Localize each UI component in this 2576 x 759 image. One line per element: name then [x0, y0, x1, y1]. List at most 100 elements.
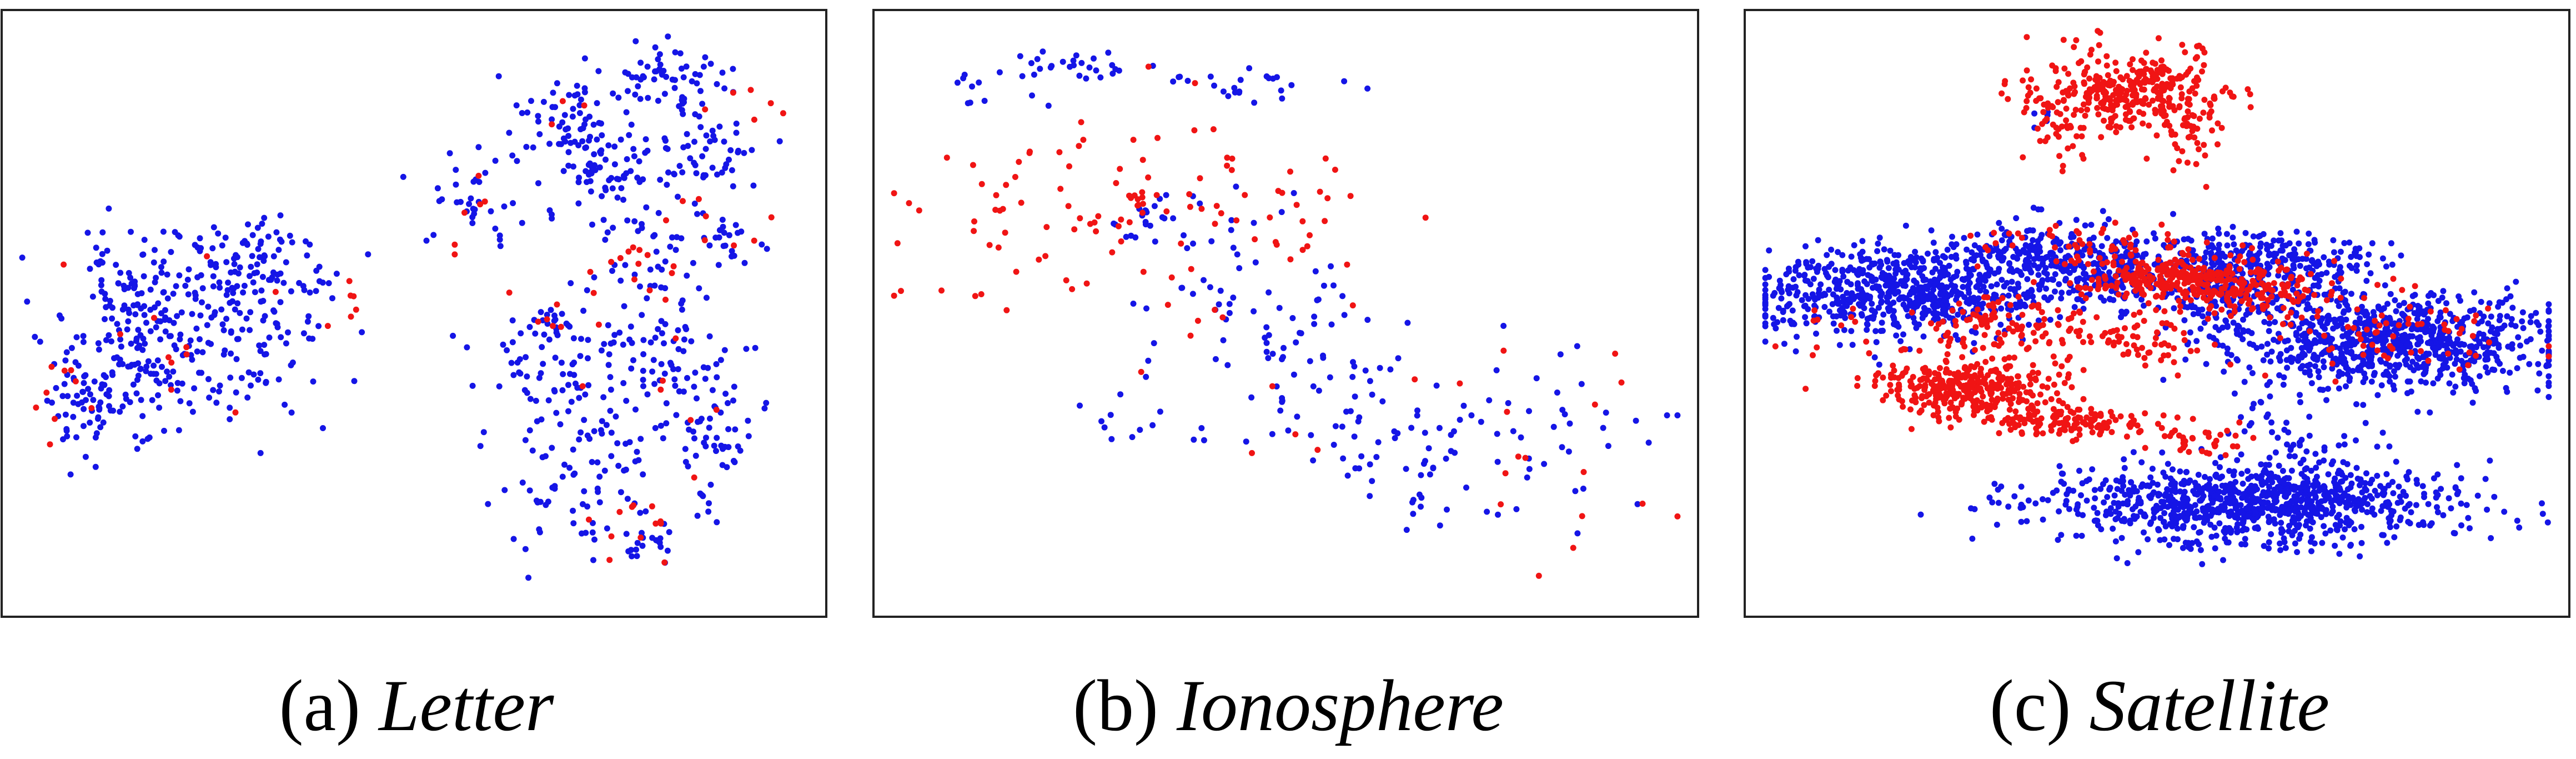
scatter-point — [1903, 273, 1910, 280]
scatter-point — [2040, 516, 2046, 523]
scatter-point — [543, 502, 549, 508]
scatter-point — [586, 171, 592, 178]
scatter-point — [2275, 272, 2282, 279]
scatter-point — [151, 314, 157, 321]
scatter-point — [546, 336, 553, 343]
scatter-point — [2299, 363, 2306, 369]
scatter-point — [2141, 529, 2147, 536]
scatter-point — [2272, 520, 2278, 527]
scatter-point — [2092, 495, 2098, 502]
scatter-point — [1890, 308, 1897, 314]
scatter-point — [2028, 242, 2034, 249]
scatter-point — [2212, 298, 2218, 305]
scatter-point — [2048, 276, 2055, 283]
scatter-point — [1105, 49, 1112, 56]
scatter-point — [1327, 374, 1333, 381]
scatter-point — [1790, 276, 1797, 282]
scatter-point — [220, 327, 227, 333]
scatter-point — [2336, 385, 2342, 392]
scatter-point — [1895, 323, 1902, 330]
scatter-point — [2315, 368, 2322, 374]
scatter-point — [606, 557, 613, 563]
scatter-point — [1996, 219, 2002, 226]
scatter-point — [464, 344, 470, 351]
scatter-point — [2430, 380, 2437, 387]
scatter-point — [716, 123, 723, 130]
scatter-point — [333, 271, 340, 277]
scatter-point — [544, 312, 550, 318]
scatter-point — [156, 380, 163, 387]
scatter-point — [329, 295, 335, 302]
scatter-point — [1065, 203, 1072, 209]
scatter-point — [698, 416, 705, 422]
scatter-point — [1181, 232, 1187, 238]
scatter-point — [288, 288, 294, 294]
scatter-point — [2174, 525, 2181, 532]
scatter-point — [1230, 294, 1237, 301]
scatter-point — [2036, 264, 2042, 271]
scatter-point — [616, 508, 623, 515]
scatter-point — [1986, 495, 1993, 501]
scatter-point — [134, 446, 140, 452]
scatter-point — [1913, 324, 1920, 331]
scatter-point — [2103, 512, 2109, 518]
scatter-point — [228, 328, 234, 334]
scatter-point — [1998, 483, 2005, 490]
scatter-point — [1815, 237, 1821, 243]
scatter-point — [1912, 248, 1919, 255]
scatter-point — [2304, 338, 2311, 345]
scatter-point — [1913, 254, 1920, 261]
scatter-point — [2274, 435, 2281, 441]
scatter-point — [1123, 233, 1129, 240]
scatter-point — [584, 503, 591, 510]
scatter-point — [1859, 292, 1866, 299]
scatter-point — [216, 279, 223, 286]
scatter-point — [2218, 264, 2225, 271]
scatter-point — [730, 397, 736, 404]
scatter-point — [2428, 332, 2435, 339]
caption-ionosphere: (b) Ionosphere — [872, 661, 1705, 750]
scatter-point — [477, 201, 484, 208]
scatter-point — [2387, 378, 2393, 385]
scatter-point — [1217, 287, 1224, 294]
scatter-point — [1292, 431, 1299, 438]
scatter-point — [617, 489, 624, 496]
scatter-point — [144, 436, 151, 442]
scatter-point — [275, 247, 282, 253]
scatter-point — [598, 347, 605, 354]
scatter-point — [469, 220, 476, 226]
scatter-point — [568, 280, 574, 287]
scatter-point — [2425, 501, 2432, 507]
scatter-point — [2449, 371, 2456, 378]
scatter-point — [184, 276, 191, 283]
scatter-point — [544, 316, 550, 323]
scatter-point — [2458, 341, 2465, 347]
scatter-point — [1861, 305, 1867, 312]
scatter-point — [81, 423, 87, 430]
scatter-point — [608, 533, 615, 540]
scatter-point — [2225, 539, 2232, 546]
scatter-point — [703, 435, 709, 441]
scatter-point — [81, 406, 87, 412]
scatter-point — [2030, 237, 2036, 243]
scatter-point — [729, 248, 735, 254]
scatter-point — [114, 354, 120, 361]
scatter-point — [158, 264, 164, 271]
scatter-point — [591, 536, 597, 543]
scatter-point — [1420, 461, 1427, 467]
scatter-point — [461, 209, 468, 216]
scatter-point — [2264, 261, 2271, 267]
scatter-point — [469, 382, 476, 389]
scatter-point — [514, 158, 520, 164]
scatter-point — [2505, 343, 2512, 350]
scatter-point — [2414, 408, 2421, 415]
scatter-point — [2440, 288, 2447, 294]
scatter-point — [1946, 262, 1952, 269]
scatter-point — [2296, 536, 2302, 542]
scatter-point — [161, 427, 167, 434]
scatter-point — [586, 137, 592, 144]
scatter-point — [608, 453, 615, 460]
scatter-point — [152, 279, 158, 286]
scatter-point — [2386, 482, 2392, 489]
scatter-point — [117, 336, 124, 343]
